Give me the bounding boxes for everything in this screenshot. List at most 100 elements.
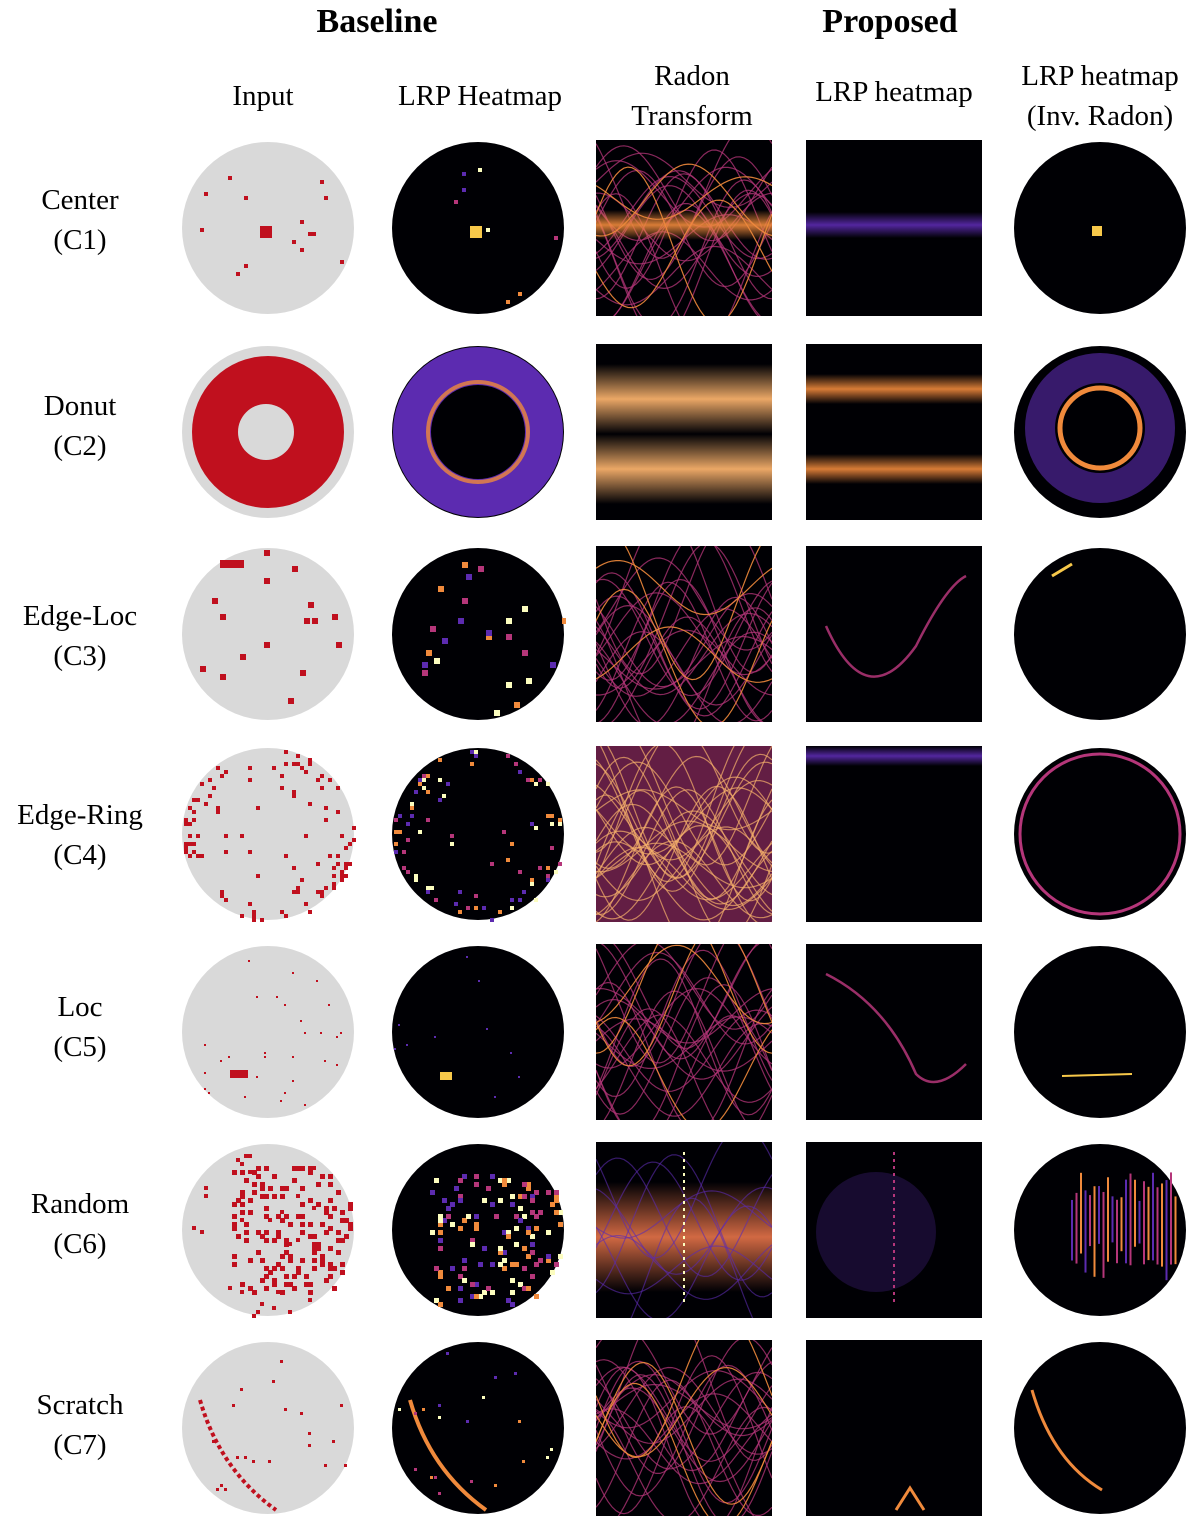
panel-image-lrp-proposed-c1 [806, 140, 982, 316]
panel-lrp-baseline-c7 [390, 1340, 566, 1516]
row-label-c6: Random (C6) [0, 1184, 160, 1264]
panel-image-lrp-inv-radon-c6 [1014, 1144, 1186, 1316]
panel-radon-c2 [596, 344, 772, 520]
column-header-radon-line1: Radon [654, 60, 730, 92]
panel-image-lrp-baseline-c5 [392, 946, 564, 1118]
row-label-c6-name: Random [30, 1188, 130, 1220]
panel-input-c5 [180, 944, 356, 1120]
row-label-c5: Loc (C5) [0, 987, 160, 1067]
row-label-c7-name: Scratch [36, 1389, 124, 1421]
column-header-lrp-baseline: LRP Heatmap [372, 76, 588, 116]
panel-radon-c7 [596, 1340, 772, 1516]
row-label-c4-name: Edge-Ring [17, 799, 143, 831]
row-label-c1-code: (C1) [53, 224, 107, 256]
panel-image-input-c4 [182, 748, 356, 922]
panel-lrp-inv-radon-c5 [1012, 944, 1188, 1120]
panel-lrp-proposed-c6 [806, 1142, 982, 1318]
panel-image-lrp-baseline-c1 [392, 142, 564, 314]
panel-lrp-baseline-c2 [390, 344, 566, 520]
row-label-c2-name: Donut [43, 390, 117, 422]
panel-lrp-inv-radon-c4 [1012, 746, 1188, 922]
panel-image-input-c6 [182, 1144, 354, 1318]
column-header-radon-line2: Transform [631, 100, 753, 132]
row-label-c4-code: (C4) [53, 839, 107, 871]
panel-image-radon-c7 [596, 1340, 772, 1516]
row-label-c4: Edge-Ring (C4) [0, 795, 160, 875]
panel-image-radon-c4 [596, 746, 772, 922]
panel-image-input-c3 [182, 548, 354, 720]
panel-image-radon-c6 [596, 1142, 772, 1318]
column-header-lrp-baseline-line1: LRP Heatmap [397, 80, 563, 112]
panel-lrp-baseline-c5 [390, 944, 566, 1120]
panel-lrp-inv-radon-c6 [1012, 1142, 1188, 1318]
panel-image-lrp-proposed-c4 [806, 746, 982, 922]
panel-lrp-proposed-c4 [806, 746, 982, 922]
column-header-input: Input [180, 76, 346, 116]
panel-image-lrp-inv-radon-c5 [1014, 946, 1186, 1118]
panel-lrp-baseline-c4 [390, 746, 566, 922]
column-header-lrp-inv-radon: LRP heatmap (Inv. Radon) [1000, 56, 1200, 136]
row-label-c1: Center (C1) [0, 180, 160, 260]
panel-lrp-baseline-c1 [390, 140, 566, 316]
panel-image-radon-c2 [596, 344, 772, 520]
proposed-title: Proposed [822, 3, 958, 40]
row-label-c3-name: Edge-Loc [22, 600, 138, 632]
row-label-c3-code: (C3) [53, 640, 107, 672]
panel-image-lrp-proposed-c3 [806, 546, 982, 722]
panel-input-c4 [180, 746, 356, 922]
row-label-c7-code: (C7) [53, 1429, 107, 1461]
panel-radon-c4 [596, 746, 772, 922]
row-label-c3: Edge-Loc (C3) [0, 596, 160, 676]
panel-lrp-proposed-c5 [806, 944, 982, 1120]
row-label-c1-name: Center [41, 184, 119, 216]
panel-image-lrp-baseline-c6 [392, 1144, 564, 1316]
column-header-lrp-inv-radon-line1: LRP heatmap [1021, 60, 1179, 92]
panel-image-lrp-inv-radon-c2 [1014, 346, 1186, 518]
row-label-c6-code: (C6) [53, 1228, 107, 1260]
panel-input-c6 [180, 1142, 356, 1318]
panel-lrp-proposed-c1 [806, 140, 982, 316]
panel-image-lrp-baseline-c4 [392, 748, 564, 922]
column-header-lrp-inv-radon-line2: (Inv. Radon) [1026, 100, 1174, 132]
panel-lrp-inv-radon-c7 [1012, 1340, 1188, 1516]
panel-lrp-proposed-c3 [806, 546, 982, 722]
panel-image-lrp-baseline-c7 [392, 1342, 564, 1514]
panel-image-lrp-baseline-c3 [392, 548, 566, 720]
panel-lrp-inv-radon-c2 [1012, 344, 1188, 520]
panel-lrp-inv-radon-c1 [1012, 140, 1188, 316]
panel-image-radon-c5 [596, 944, 772, 1120]
panel-input-c3 [180, 546, 356, 722]
panel-image-lrp-proposed-c6 [806, 1142, 982, 1318]
column-header-lrp-proposed: LRP heatmap [796, 72, 992, 112]
panel-lrp-baseline-c3 [390, 546, 566, 722]
panel-image-lrp-inv-radon-c1 [1014, 142, 1186, 314]
baseline-title: Baseline [316, 3, 438, 40]
panel-radon-c5 [596, 944, 772, 1120]
panel-image-input-c1 [182, 142, 354, 314]
panel-image-lrp-proposed-c5 [806, 944, 982, 1120]
column-header-lrp-proposed-line1: LRP heatmap [815, 76, 973, 108]
panel-lrp-inv-radon-c3 [1012, 546, 1188, 722]
panel-radon-c1 [596, 140, 772, 316]
panel-image-input-c2 [182, 346, 354, 518]
panel-radon-c3 [596, 546, 772, 722]
panel-radon-c6 [596, 1142, 772, 1318]
panel-input-c1 [180, 140, 356, 316]
column-header-radon: Radon Transform [594, 56, 790, 136]
panel-image-lrp-baseline-c2 [392, 346, 564, 518]
panel-image-lrp-inv-radon-c4 [1014, 748, 1186, 920]
column-header-input-line1: Input [232, 80, 294, 112]
panel-image-lrp-inv-radon-c3 [1014, 548, 1186, 720]
row-label-c5-code: (C5) [53, 1031, 107, 1063]
row-label-c2: Donut (C2) [0, 386, 160, 466]
panel-image-input-c5 [182, 946, 354, 1118]
panel-input-c7 [180, 1340, 356, 1516]
panel-image-input-c7 [182, 1342, 354, 1514]
row-label-c2-code: (C2) [53, 430, 107, 462]
panel-lrp-proposed-c2 [806, 344, 982, 520]
panel-lrp-proposed-c7 [806, 1340, 982, 1516]
panel-image-radon-c1 [596, 140, 772, 316]
panel-image-lrp-proposed-c7 [806, 1340, 982, 1516]
panel-image-radon-c3 [596, 546, 772, 722]
row-label-c5-name: Loc [57, 991, 103, 1023]
